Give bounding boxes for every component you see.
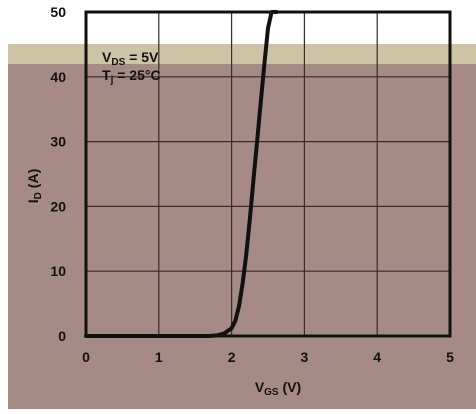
- x-tick-label-5: 5: [446, 349, 454, 365]
- y-tick-label-50: 50: [50, 4, 66, 20]
- series-group: [84, 10, 279, 338]
- y-axis-label: ID (A): [25, 169, 44, 203]
- annotation-vds: VDS = 5V: [102, 49, 159, 68]
- x-tick-label-1: 1: [155, 349, 163, 365]
- chart-band: [8, 44, 476, 64]
- annotation-tj: Tj = 25°C: [102, 67, 161, 86]
- x-tick-label-0: 0: [82, 349, 90, 365]
- y-tick-label-10: 10: [50, 263, 66, 279]
- plot-background: [8, 64, 476, 409]
- chart-top-background: [0, 0, 476, 44]
- x-tick-label-2: 2: [228, 349, 236, 365]
- plot-frame: [84, 10, 452, 338]
- x-tick-label-4: 4: [373, 349, 381, 365]
- series-line-0: [84, 10, 279, 338]
- x-axis-label: VGS (V): [255, 379, 301, 398]
- y-tick-label-40: 40: [50, 69, 66, 85]
- y-tick-label-0: 0: [58, 328, 66, 344]
- grid-lines: [86, 12, 450, 336]
- x-tick-label-3: 3: [301, 349, 309, 365]
- plot-border: [84, 10, 452, 338]
- y-tick-label-20: 20: [50, 198, 66, 214]
- y-tick-label-30: 30: [50, 134, 66, 150]
